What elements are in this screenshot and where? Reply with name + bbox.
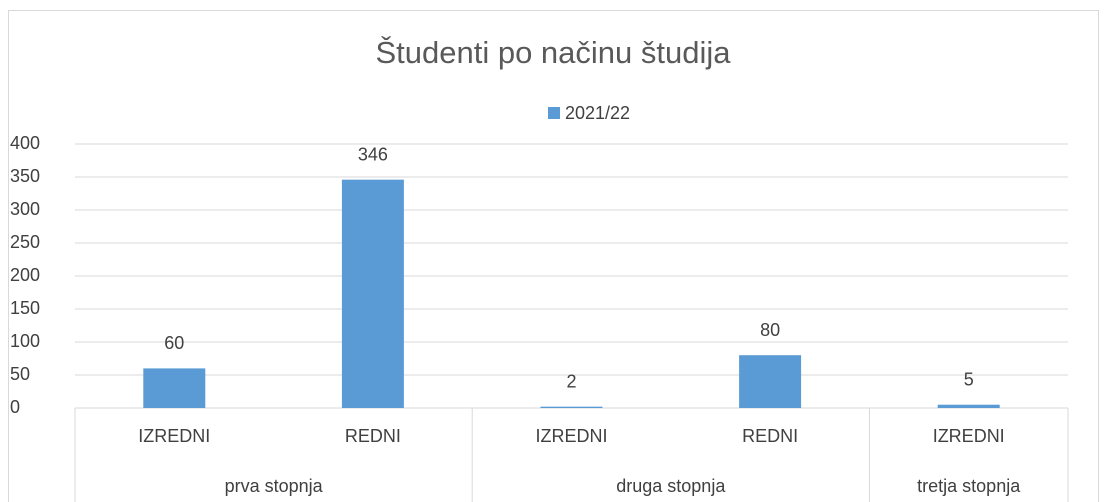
bar (937, 404, 1000, 408)
y-tick-label: 100 (10, 331, 40, 351)
y-tick-label: 0 (10, 397, 20, 417)
data-label: 80 (760, 320, 780, 340)
bar (739, 355, 802, 408)
group-label: tretja stopnja (917, 476, 1021, 496)
y-tick-label: 250 (10, 232, 40, 252)
y-tick-label: 50 (10, 364, 30, 384)
group-label: prva stopnja (225, 476, 324, 496)
legend-swatch (548, 107, 560, 119)
data-label: 60 (164, 333, 184, 353)
bar (540, 406, 603, 408)
x-tick-label: IZREDNI (138, 426, 210, 446)
x-tick-label: IZREDNI (933, 426, 1005, 446)
group-label: druga stopnja (616, 476, 726, 496)
x-tick-label: REDNI (742, 426, 798, 446)
bar (341, 179, 404, 408)
y-tick-label: 200 (10, 265, 40, 285)
legend-label: 2021/22 (565, 103, 630, 123)
y-tick-label: 350 (10, 166, 40, 186)
y-tick-label: 300 (10, 199, 40, 219)
y-tick-label: 400 (10, 133, 40, 153)
data-label: 5 (964, 369, 974, 389)
data-label: 346 (358, 144, 388, 164)
data-label: 2 (566, 371, 576, 391)
y-tick-label: 150 (10, 298, 40, 318)
x-tick-label: IZREDNI (536, 426, 608, 446)
chart-border (8, 10, 1099, 502)
chart-title: Študenti po načinu študija (375, 35, 731, 70)
x-tick-label: REDNI (345, 426, 401, 446)
bar (143, 368, 206, 408)
